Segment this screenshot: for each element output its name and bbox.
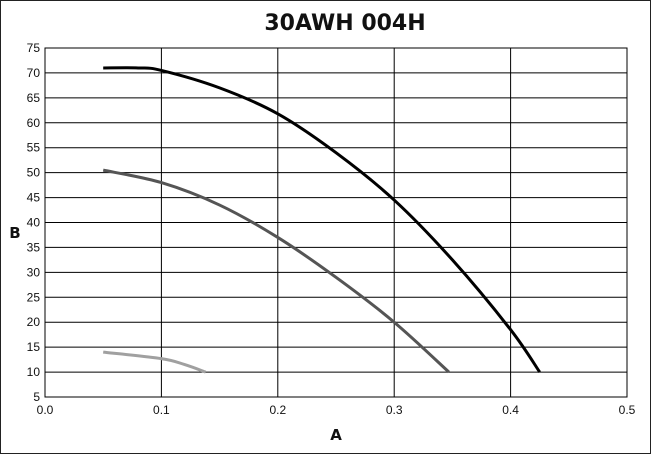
series-line-2	[102, 168, 450, 374]
y-tick-labels: 5 10 15 20 25 30 35 40 45 50 55 60 65 70 75	[27, 41, 41, 404]
y-tick-label: 20	[27, 315, 41, 329]
series-line-3	[103, 350, 207, 374]
y-tick-label: 55	[27, 141, 41, 155]
y-tick-label: 40	[27, 216, 41, 230]
y-tick-label: 10	[27, 365, 41, 379]
y-tick-label: 30	[27, 265, 41, 279]
y-tick-label: 65	[27, 91, 41, 105]
y-tick-label: 70	[27, 66, 41, 80]
x-tick-label: 0.4	[502, 403, 519, 417]
x-tick-label: 0.0	[37, 403, 54, 417]
y-tick-label: 75	[27, 41, 41, 55]
x-tick-label: 0.5	[619, 403, 636, 417]
series-line-1	[103, 66, 541, 373]
x-tick-label: 0.3	[386, 403, 403, 417]
chart-title: 30AWH 004H	[264, 11, 425, 36]
y-axis-label: B	[9, 224, 20, 242]
y-tick-label: 45	[27, 191, 41, 205]
series-layer	[102, 66, 541, 374]
plot-area-border	[44, 47, 628, 398]
y-tick-label: 15	[27, 340, 41, 354]
y-tick-label: 35	[27, 240, 41, 254]
y-tick-label: 60	[27, 116, 41, 130]
x-axis-label: A	[330, 426, 342, 444]
y-tick-label: 50	[27, 166, 41, 180]
x-tick-label: 0.2	[269, 403, 286, 417]
y-tick-label: 5	[33, 390, 40, 404]
x-tick-label: 0.1	[153, 403, 170, 417]
grid	[45, 48, 627, 397]
x-tick-labels: 0.0 0.1 0.2 0.3 0.4 0.5	[37, 403, 636, 417]
y-tick-label: 25	[27, 290, 41, 304]
